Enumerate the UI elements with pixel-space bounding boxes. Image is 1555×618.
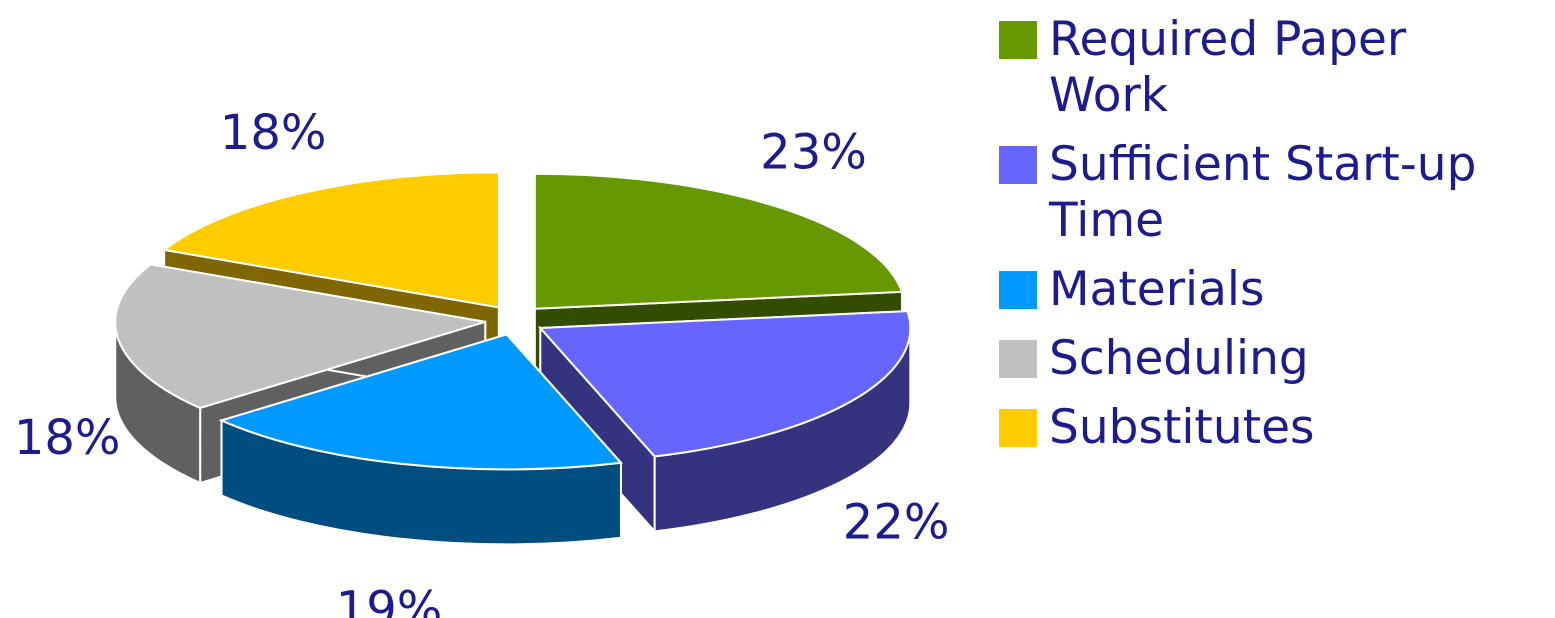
data-label: 22%: [843, 494, 950, 550]
data-label: 18%: [220, 105, 327, 161]
legend-swatch: [999, 21, 1037, 59]
legend-swatch: [999, 409, 1037, 447]
legend-swatch: [999, 271, 1037, 309]
legend-entry: Sufficient Start-up Time: [995, 137, 1540, 249]
legend-label: Required Paper Work: [1049, 12, 1407, 123]
legend-entry: Scheduling: [995, 331, 1540, 387]
slice: [533, 172, 904, 310]
legend: Required Paper Work Sufficient Start-up T…: [995, 12, 1540, 469]
chart: 23% 22% 19% 18% 18%: [14, 105, 950, 618]
legend-label: Scheduling: [1049, 331, 1309, 386]
data-label: 18%: [14, 410, 121, 466]
legend-swatch: [999, 146, 1037, 184]
legend-entry: Required Paper Work: [995, 12, 1540, 124]
data-label: 23%: [760, 125, 867, 181]
slice: [538, 310, 912, 458]
legend-swatch: [999, 340, 1037, 378]
slice: [218, 333, 623, 471]
legend-entry: Materials: [995, 262, 1540, 318]
legend-label: Sufficient Start-up Time: [1049, 137, 1477, 248]
legend-entry: Substitutes: [995, 400, 1540, 456]
slice: [114, 263, 486, 409]
slice: [161, 171, 500, 309]
legend-label: Substitutes: [1049, 400, 1315, 455]
data-label: 19%: [336, 582, 443, 618]
legend-label: Materials: [1049, 262, 1265, 317]
